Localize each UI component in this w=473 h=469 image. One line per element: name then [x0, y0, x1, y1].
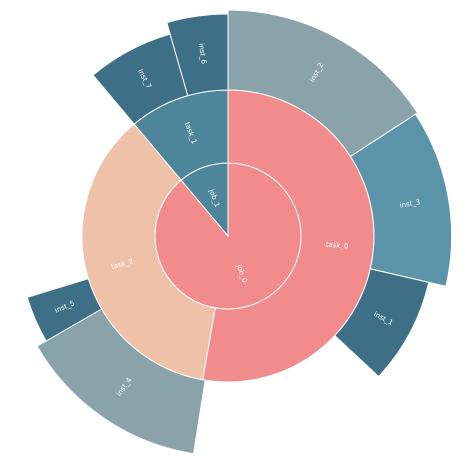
- label-inst-3: inst_3: [399, 198, 421, 209]
- segment-inst-3[interactable]: [349, 113, 453, 287]
- segment-inst-4[interactable]: [36, 308, 206, 455]
- label-inst-6: inst_6: [197, 43, 208, 65]
- segment-inst-6[interactable]: [166, 13, 229, 97]
- label-task-0: task_0: [325, 241, 348, 251]
- segment-inst-5[interactable]: [26, 278, 103, 342]
- segment-inst-1[interactable]: [334, 268, 430, 378]
- segment-inst-2[interactable]: [227, 9, 419, 158]
